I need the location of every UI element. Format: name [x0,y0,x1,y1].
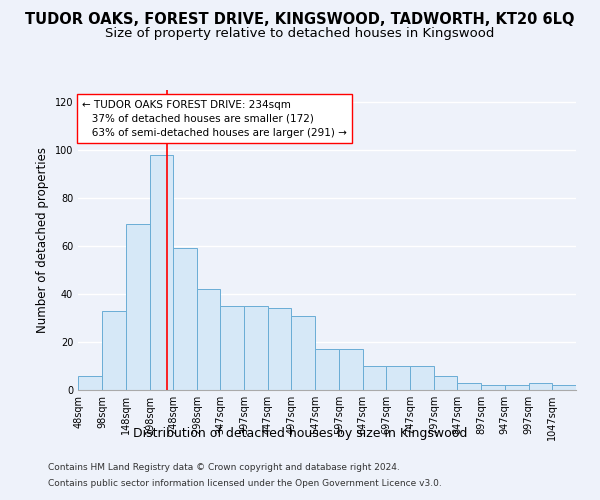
Bar [505,385,529,390]
Bar [339,349,362,390]
Text: Contains public sector information licensed under the Open Government Licence v3: Contains public sector information licen… [48,478,442,488]
Bar [126,224,149,390]
Y-axis label: Number of detached properties: Number of detached properties [36,147,49,333]
Bar [79,376,102,390]
Text: Size of property relative to detached houses in Kingswood: Size of property relative to detached ho… [106,28,494,40]
Bar [149,155,173,390]
Bar [292,316,315,390]
Bar [173,248,197,390]
Bar [315,349,339,390]
Bar [434,376,457,390]
Text: TUDOR OAKS, FOREST DRIVE, KINGSWOOD, TADWORTH, KT20 6LQ: TUDOR OAKS, FOREST DRIVE, KINGSWOOD, TAD… [25,12,575,28]
Bar [529,383,552,390]
Bar [102,311,126,390]
Bar [197,289,220,390]
Bar [457,383,481,390]
Bar [481,385,505,390]
Bar [244,306,268,390]
Bar [362,366,386,390]
Text: Contains HM Land Registry data © Crown copyright and database right 2024.: Contains HM Land Registry data © Crown c… [48,464,400,472]
Bar [410,366,434,390]
Text: ← TUDOR OAKS FOREST DRIVE: 234sqm
   37% of detached houses are smaller (172)
  : ← TUDOR OAKS FOREST DRIVE: 234sqm 37% of… [82,100,347,138]
Bar [220,306,244,390]
Text: Distribution of detached houses by size in Kingswood: Distribution of detached houses by size … [133,428,467,440]
Bar [386,366,410,390]
Bar [268,308,292,390]
Bar [552,385,576,390]
